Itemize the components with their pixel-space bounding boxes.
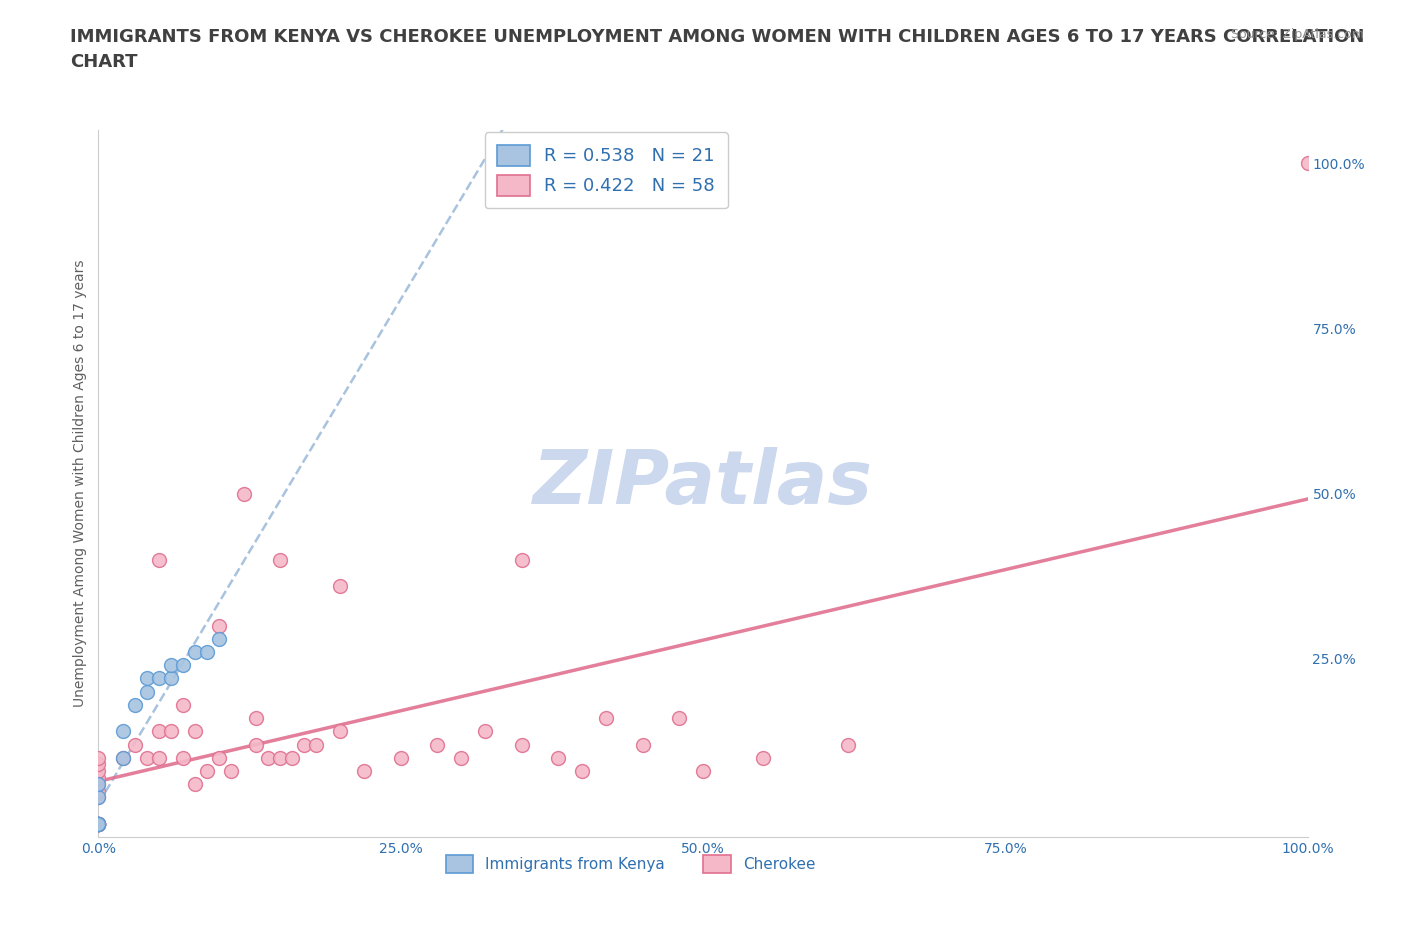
Point bbox=[1296, 156, 1319, 171]
Point bbox=[195, 644, 218, 659]
Point bbox=[195, 764, 218, 778]
Point bbox=[87, 817, 110, 831]
Point bbox=[87, 817, 110, 831]
Point bbox=[87, 817, 110, 831]
Point bbox=[87, 817, 110, 831]
Point bbox=[184, 644, 207, 659]
Point bbox=[692, 764, 714, 778]
Point bbox=[111, 751, 134, 765]
Point bbox=[172, 751, 194, 765]
Point bbox=[87, 817, 110, 831]
Point bbox=[510, 552, 533, 567]
Point bbox=[208, 751, 231, 765]
Point bbox=[87, 817, 110, 831]
Y-axis label: Unemployment Among Women with Children Ages 6 to 17 years: Unemployment Among Women with Children A… bbox=[73, 259, 87, 708]
Point bbox=[87, 751, 110, 765]
Point bbox=[87, 817, 110, 831]
Point bbox=[111, 724, 134, 738]
Point bbox=[160, 671, 183, 686]
Point bbox=[571, 764, 593, 778]
Point bbox=[595, 711, 617, 725]
Point bbox=[135, 751, 157, 765]
Point bbox=[245, 711, 267, 725]
Point bbox=[124, 698, 146, 712]
Point bbox=[208, 618, 231, 633]
Point bbox=[87, 783, 110, 798]
Point bbox=[245, 737, 267, 752]
Point bbox=[292, 737, 315, 752]
Point bbox=[87, 817, 110, 831]
Point bbox=[329, 578, 352, 593]
Point bbox=[256, 751, 278, 765]
Text: Source: ZipAtlas.com: Source: ZipAtlas.com bbox=[1230, 28, 1364, 41]
Point bbox=[87, 817, 110, 831]
Point bbox=[87, 817, 110, 831]
Point bbox=[208, 631, 231, 646]
Point bbox=[87, 817, 110, 831]
Point bbox=[752, 751, 775, 765]
Point bbox=[426, 737, 449, 752]
Point bbox=[837, 737, 859, 752]
Point bbox=[148, 671, 170, 686]
Point bbox=[124, 737, 146, 752]
Point bbox=[87, 817, 110, 831]
Point bbox=[668, 711, 690, 725]
Point bbox=[160, 658, 183, 672]
Point bbox=[87, 764, 110, 778]
Point bbox=[87, 790, 110, 804]
Point bbox=[281, 751, 304, 765]
Point bbox=[87, 817, 110, 831]
Point bbox=[389, 751, 412, 765]
Point bbox=[135, 684, 157, 699]
Point bbox=[87, 790, 110, 804]
Point bbox=[148, 751, 170, 765]
Point bbox=[87, 817, 110, 831]
Point bbox=[172, 658, 194, 672]
Point bbox=[510, 737, 533, 752]
Point bbox=[232, 486, 254, 501]
Point bbox=[221, 764, 243, 778]
Point bbox=[148, 724, 170, 738]
Point bbox=[160, 724, 183, 738]
Point bbox=[87, 757, 110, 772]
Point bbox=[172, 698, 194, 712]
Text: ZIPatlas: ZIPatlas bbox=[533, 447, 873, 520]
Point bbox=[87, 770, 110, 785]
Point bbox=[305, 737, 328, 752]
Point bbox=[148, 552, 170, 567]
Point bbox=[547, 751, 569, 765]
Point bbox=[269, 751, 291, 765]
Point bbox=[450, 751, 472, 765]
Point bbox=[87, 777, 110, 791]
Point bbox=[329, 724, 352, 738]
Point bbox=[87, 777, 110, 791]
Legend: Immigrants from Kenya, Cherokee: Immigrants from Kenya, Cherokee bbox=[440, 849, 821, 879]
Point bbox=[269, 552, 291, 567]
Point bbox=[184, 777, 207, 791]
Text: IMMIGRANTS FROM KENYA VS CHEROKEE UNEMPLOYMENT AMONG WOMEN WITH CHILDREN AGES 6 : IMMIGRANTS FROM KENYA VS CHEROKEE UNEMPL… bbox=[70, 28, 1365, 71]
Point bbox=[474, 724, 496, 738]
Point bbox=[184, 724, 207, 738]
Point bbox=[353, 764, 375, 778]
Point bbox=[631, 737, 654, 752]
Point bbox=[135, 671, 157, 686]
Point bbox=[87, 817, 110, 831]
Point bbox=[87, 817, 110, 831]
Point bbox=[111, 751, 134, 765]
